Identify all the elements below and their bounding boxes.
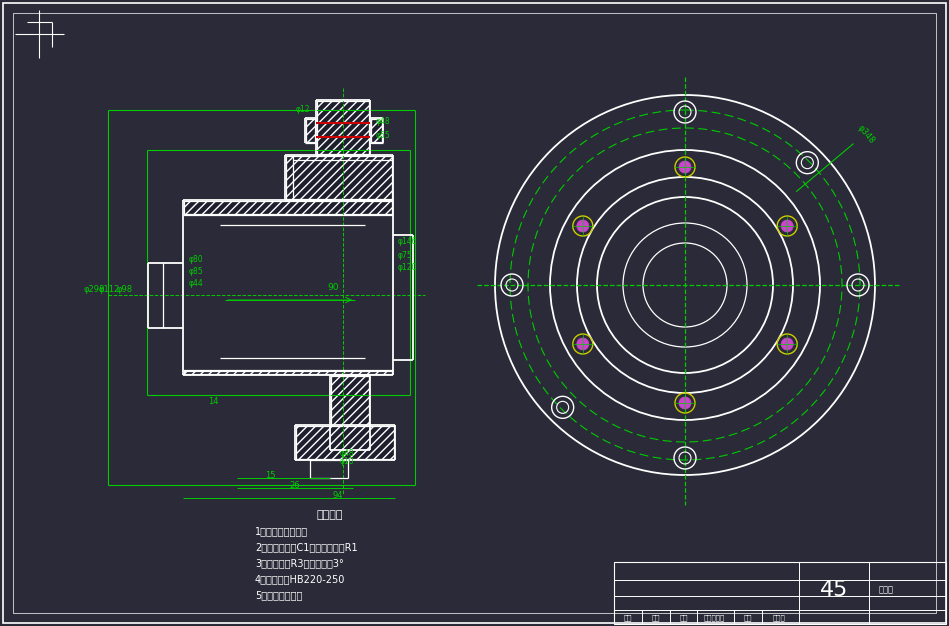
Text: 5、人工时效处理: 5、人工时效处理	[255, 590, 303, 600]
Text: 45: 45	[820, 580, 848, 600]
Polygon shape	[331, 376, 369, 449]
Text: φ85: φ85	[189, 267, 203, 277]
Text: 3、铸造圆角R3，拔模斜度3°: 3、铸造圆角R3，拔模斜度3°	[255, 558, 344, 568]
Text: 26: 26	[289, 481, 300, 490]
Text: φ348: φ348	[855, 123, 876, 145]
Circle shape	[781, 338, 793, 350]
Bar	[614, 562, 946, 624]
Text: 90: 90	[327, 282, 339, 292]
Text: 2、未注倒角为C1，未注圆角为R1: 2、未注倒角为C1，未注圆角为R1	[255, 542, 358, 552]
Text: φ75: φ75	[398, 250, 413, 260]
Circle shape	[577, 220, 588, 232]
Text: φ146: φ146	[398, 237, 418, 247]
Text: 技术要求: 技术要求	[317, 510, 344, 520]
Text: φ44: φ44	[189, 279, 203, 289]
Text: 标记: 标记	[623, 615, 632, 621]
Text: 处数: 处数	[652, 615, 661, 621]
Text: 94: 94	[333, 491, 344, 500]
Text: φ48: φ48	[340, 448, 355, 458]
Polygon shape	[296, 426, 394, 459]
Circle shape	[781, 220, 793, 232]
Text: 1、锁造铜锄去毛刺: 1、锁造铜锄去毛刺	[255, 526, 308, 536]
Text: φ120: φ120	[398, 264, 418, 272]
Text: 4、调质处理HB220-250: 4、调质处理HB220-250	[255, 574, 345, 584]
Text: 更改文件号: 更改文件号	[703, 615, 725, 621]
Text: 15: 15	[265, 471, 275, 480]
Polygon shape	[184, 371, 392, 374]
Polygon shape	[371, 119, 382, 142]
Polygon shape	[317, 101, 369, 154]
Text: φ48: φ48	[376, 118, 391, 126]
Text: 14: 14	[208, 398, 218, 406]
Text: φ55: φ55	[376, 131, 391, 140]
Text: 签名: 签名	[744, 615, 753, 621]
Text: 分区: 分区	[679, 615, 688, 621]
Circle shape	[679, 397, 691, 409]
Text: φ80: φ80	[189, 255, 203, 265]
Text: 年月日: 年月日	[772, 615, 786, 621]
Text: φ12: φ12	[295, 106, 310, 115]
Text: 抽图栏: 抽图栏	[879, 585, 894, 595]
Text: φ112: φ112	[99, 285, 120, 294]
Polygon shape	[306, 119, 315, 142]
Circle shape	[679, 161, 691, 173]
Polygon shape	[286, 156, 392, 199]
Polygon shape	[184, 201, 392, 214]
Text: φ98: φ98	[117, 285, 133, 294]
Circle shape	[577, 338, 588, 350]
Text: φ298: φ298	[84, 285, 105, 294]
Text: φ10: φ10	[340, 458, 355, 466]
